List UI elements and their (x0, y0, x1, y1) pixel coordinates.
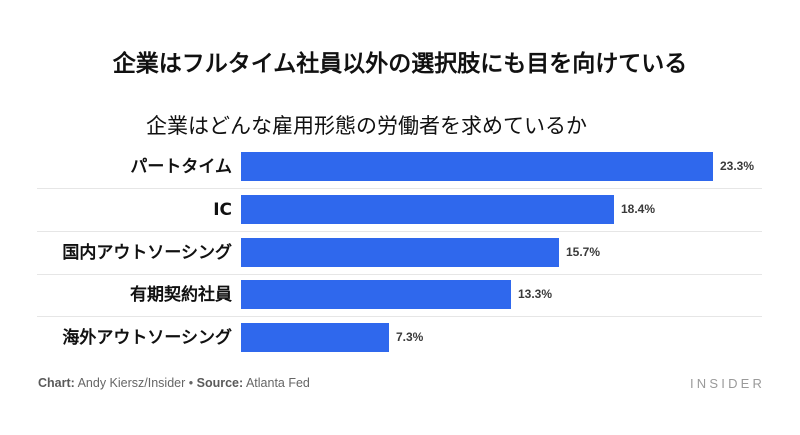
separator-dot: • (188, 376, 194, 390)
chart-title: 企業はフルタイム社員以外の選択肢にも目を向けている (112, 51, 688, 77)
bar-row: パートタイム 23.3% (0, 152, 800, 182)
gridline (37, 316, 762, 317)
bar (241, 152, 713, 181)
chart-credit: Andy Kiersz/Insider (74, 376, 189, 390)
bar (241, 238, 559, 267)
bar-row: IC 18.4% (0, 195, 800, 225)
bar (241, 323, 389, 352)
value-label: 23.3% (720, 159, 755, 173)
category-label: パートタイム (130, 157, 232, 177)
bar-row: 海外アウトソーシング 7.3% (0, 323, 800, 353)
bar (241, 195, 614, 224)
gridline (37, 188, 762, 189)
insider-logo: INSIDER (690, 376, 766, 391)
chart-credit-prefix: Chart: (38, 376, 75, 390)
bar (241, 280, 511, 309)
category-label: 海外アウトソーシング (62, 328, 232, 348)
category-label: IC (213, 200, 232, 220)
chart-footer: Chart: Andy Kiersz/Insider • Source: Atl… (38, 376, 310, 390)
gridline (37, 274, 762, 275)
gridline (37, 231, 762, 232)
value-label: 7.3% (396, 330, 424, 344)
value-label: 18.4% (621, 202, 656, 216)
bar-row: 有期契約社員 13.3% (0, 280, 800, 310)
category-label: 国内アウトソーシング (62, 243, 232, 263)
value-label: 13.3% (518, 287, 553, 301)
category-label: 有期契約社員 (130, 285, 232, 305)
bar-row: 国内アウトソーシング 15.7% (0, 238, 800, 268)
source-text: Atlanta Fed (243, 376, 310, 390)
chart-subtitle: 企業はどんな雇用形態の労働者を求めているか (146, 114, 587, 138)
value-label: 15.7% (566, 245, 601, 259)
source-prefix: Source: (193, 376, 244, 390)
